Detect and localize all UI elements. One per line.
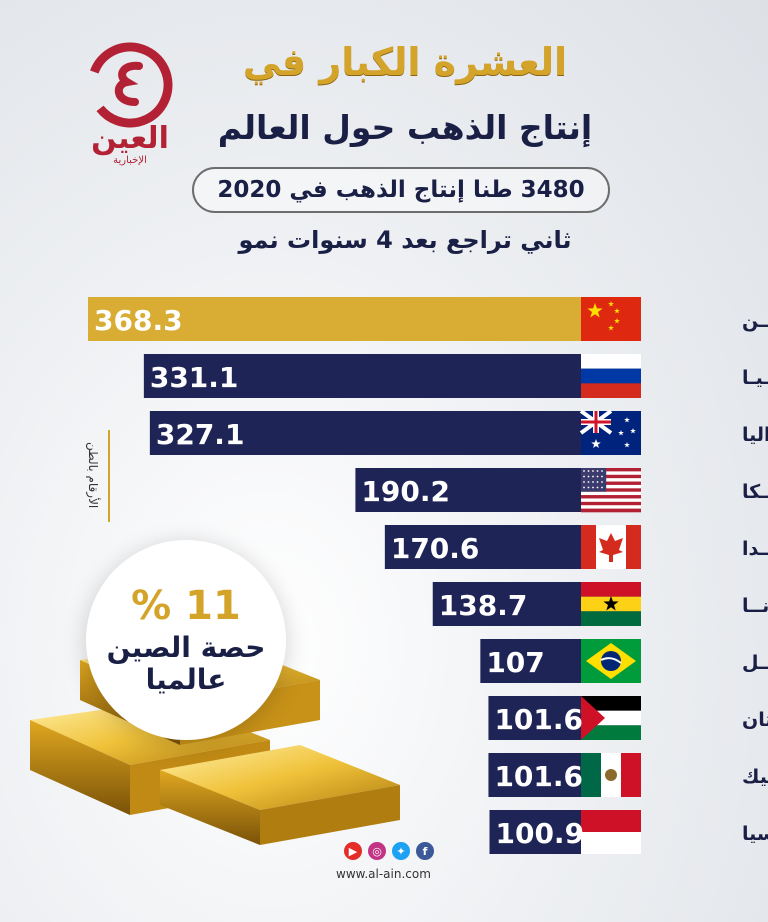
country-label-uzbekistan: أوزباكستان [742,707,768,731]
flag-uzbekistan-icon [581,696,641,740]
instagram-icon[interactable]: ◎ [368,842,386,860]
flag-australia-icon [579,409,641,455]
bar-value-ghana: 138.7 [439,589,528,622]
bar-value-mexico: 101.6 [494,760,583,793]
social-links: ▶ ◎ ✦ f [344,842,434,860]
share-value: 11 % [131,582,241,629]
country-label-canada: كنــدا [742,538,768,560]
country-label-usa: أمريـكا [742,479,768,503]
flag-indonesia-icon [581,810,641,854]
logo-mark-icon [87,42,173,128]
country-label-ghana: غانــا [742,595,768,617]
youtube-icon[interactable]: ▶ [344,842,362,860]
bar-value-russia: 331.1 [150,361,239,394]
units-divider [108,430,110,522]
flag-china-icon [581,297,641,341]
brand-logo: العين الإخبارية [80,42,180,166]
units-note: الأرقام بالطن [86,441,100,509]
bar-australia [149,411,642,455]
twitter-icon[interactable]: ✦ [392,842,410,860]
bar-value-indonesia: 100.9 [495,817,584,850]
country-label-china: الصيــــن [742,310,768,332]
total-production-text: 3480 طنا إنتاج الذهب في 2020 [217,177,585,203]
flag-usa-icon [581,468,641,513]
logo-name: العين [91,121,169,156]
bar-value-usa: 190.2 [361,475,450,508]
bar-russia [143,354,642,398]
bar-value-canada: 170.6 [391,532,480,565]
total-production-pill: 3480 طنا إنتاج الذهب في 2020 [192,167,610,213]
country-label-brazil: البرازيــل [742,652,768,674]
website-link[interactable]: www.al-ain.com [336,867,431,881]
flag-russia-icon [581,354,641,398]
bar-value-china: 368.3 [94,304,183,337]
bar-value-uzbekistan: 101.6 [494,703,583,736]
bar-value-brazil: 107 [486,646,544,679]
title-line-1: العشرة الكبار في [242,40,568,84]
country-label-indonesia: إندونيسيا [742,823,768,845]
bar-china [88,297,641,341]
country-label-australia: أستراليا [742,422,768,446]
flag-ghana-icon [581,582,641,626]
title-line-2: إنتاج الذهب حول العالم [217,108,593,147]
flag-canada-icon [581,525,641,569]
logo-subtitle: الإخبارية [113,155,147,166]
country-label-mexico: المكسيك [742,766,768,788]
china-share-callout: 11 % حصة الصين عالميا [86,540,286,740]
subtitle: ثاني تراجع بعد 4 سنوات نمو [238,226,572,254]
country-label-russia: روســيـا [742,367,768,389]
facebook-icon[interactable]: f [416,842,434,860]
share-label: حصة الصين عالميا [106,630,266,696]
bar-value-australia: 327.1 [156,418,245,451]
flag-mexico-icon [581,753,641,797]
flag-brazil-icon [581,639,641,683]
